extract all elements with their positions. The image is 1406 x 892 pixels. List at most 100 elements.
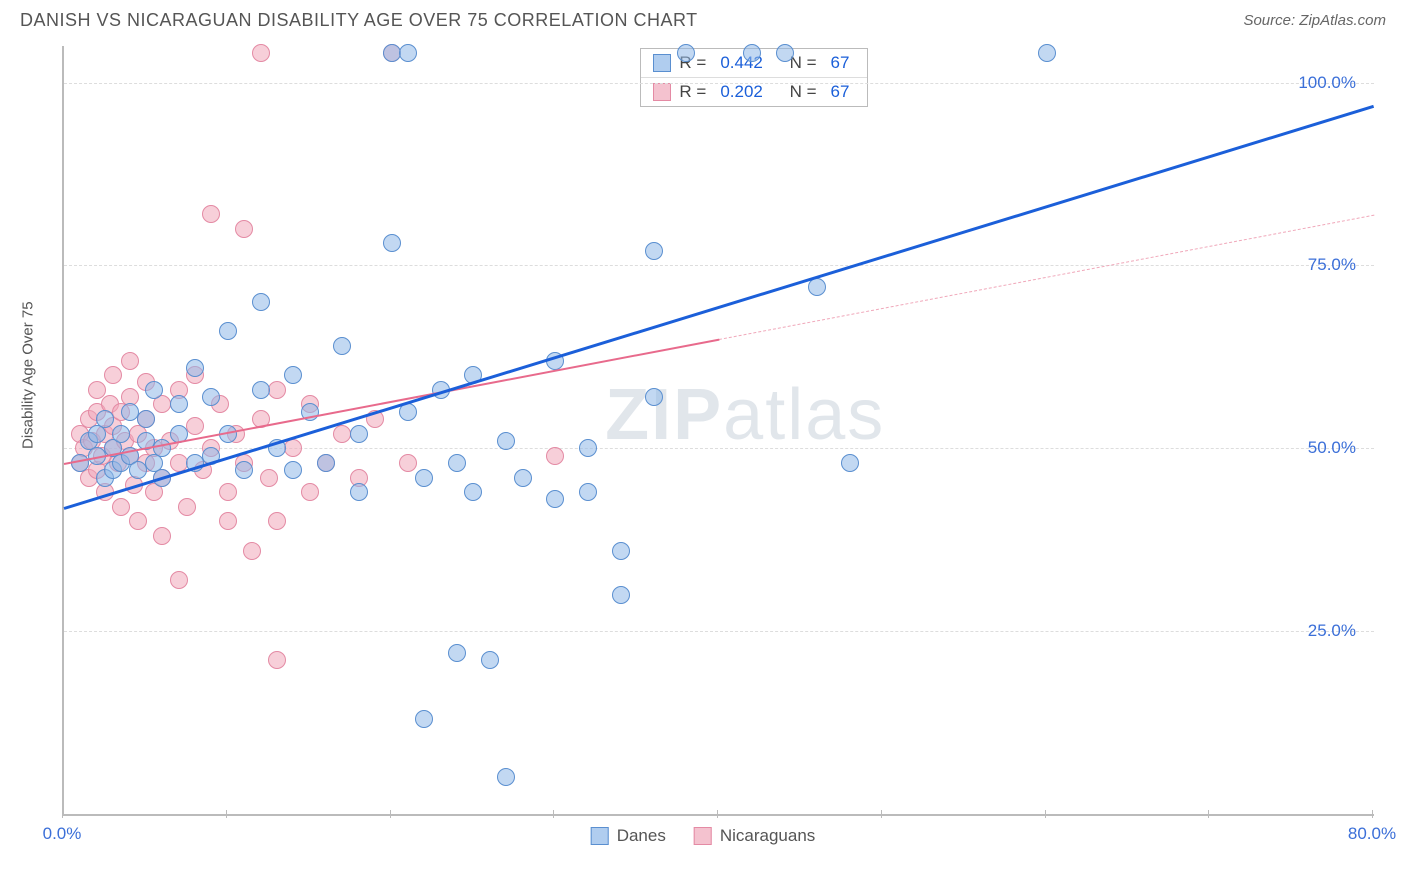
scatter-point	[235, 220, 253, 238]
x-tick-mark	[1372, 810, 1373, 818]
scatter-point	[399, 454, 417, 472]
watermark: ZIPatlas	[605, 374, 885, 456]
scatter-point	[88, 381, 106, 399]
scatter-point	[129, 512, 147, 530]
x-tick-mark	[1045, 810, 1046, 818]
scatter-point	[235, 461, 253, 479]
scatter-point	[186, 417, 204, 435]
scatter-point	[481, 651, 499, 669]
scatter-point	[301, 483, 319, 501]
scatter-point	[284, 366, 302, 384]
scatter-point	[497, 432, 515, 450]
x-tick-label: 0.0%	[43, 824, 82, 844]
scatter-point	[202, 388, 220, 406]
scatter-point	[464, 483, 482, 501]
x-tick-mark	[881, 810, 882, 818]
y-tick-label: 50.0%	[1308, 438, 1356, 458]
y-tick-label: 25.0%	[1308, 621, 1356, 641]
scatter-point	[497, 768, 515, 786]
scatter-point	[252, 293, 270, 311]
scatter-point	[546, 447, 564, 465]
scatter-point	[112, 498, 130, 516]
scatter-point	[546, 490, 564, 508]
legend-swatch-blue	[591, 827, 609, 845]
scatter-point	[153, 527, 171, 545]
x-tick-mark	[553, 810, 554, 818]
scatter-point	[383, 44, 401, 62]
scatter-point	[514, 469, 532, 487]
n-value-danes: 67	[831, 53, 850, 73]
scatter-point	[317, 454, 335, 472]
swatch-blue	[653, 54, 671, 72]
swatch-pink	[653, 83, 671, 101]
scatter-point	[350, 483, 368, 501]
scatter-point	[260, 469, 278, 487]
scatter-point	[219, 322, 237, 340]
x-tick-mark	[1208, 810, 1209, 818]
scatter-point	[170, 571, 188, 589]
scatter-point	[841, 454, 859, 472]
scatter-point	[645, 242, 663, 260]
scatter-point	[612, 586, 630, 604]
legend-item-danes: Danes	[591, 826, 666, 846]
scatter-point	[219, 512, 237, 530]
gridline	[64, 631, 1374, 632]
scatter-point	[808, 278, 826, 296]
scatter-point	[399, 44, 417, 62]
x-tick-mark	[226, 810, 227, 818]
scatter-point	[145, 381, 163, 399]
scatter-point	[96, 410, 114, 428]
scatter-point	[677, 44, 695, 62]
n-value-nicaraguans: 67	[831, 82, 850, 102]
scatter-point	[112, 425, 130, 443]
x-tick-mark	[717, 810, 718, 818]
scatter-point	[333, 337, 351, 355]
scatter-point	[645, 388, 663, 406]
scatter-point	[448, 454, 466, 472]
chart-title: DANISH VS NICARAGUAN DISABILITY AGE OVER…	[20, 10, 698, 31]
scatter-point	[178, 498, 196, 516]
x-tick-mark	[390, 810, 391, 818]
scatter-point	[448, 644, 466, 662]
scatter-point	[252, 44, 270, 62]
scatter-point	[415, 710, 433, 728]
scatter-point	[186, 359, 204, 377]
legend-item-nicaraguans: Nicaraguans	[694, 826, 815, 846]
scatter-point	[579, 483, 597, 501]
scatter-point	[268, 651, 286, 669]
scatter-point	[170, 395, 188, 413]
gridline	[64, 83, 1374, 84]
scatter-point	[579, 439, 597, 457]
x-tick-label: 80.0%	[1348, 824, 1396, 844]
scatter-point	[243, 542, 261, 560]
scatter-point	[104, 366, 122, 384]
scatter-point	[415, 469, 433, 487]
scatter-point	[219, 483, 237, 501]
plot-area: ZIPatlas R = 0.442 N = 67 R = 0.202 N = …	[62, 46, 1374, 816]
scatter-point	[350, 425, 368, 443]
y-axis-label: Disability Age Over 75	[20, 301, 37, 449]
scatter-point	[268, 381, 286, 399]
scatter-point	[612, 542, 630, 560]
scatter-point	[252, 381, 270, 399]
scatter-point	[1038, 44, 1056, 62]
y-tick-label: 100.0%	[1298, 73, 1356, 93]
x-tick-mark	[62, 810, 63, 818]
scatter-point	[383, 234, 401, 252]
legend: Danes Nicaraguans	[591, 826, 816, 846]
scatter-point	[284, 461, 302, 479]
scatter-point	[284, 439, 302, 457]
scatter-point	[333, 425, 351, 443]
legend-swatch-pink	[694, 827, 712, 845]
scatter-point	[129, 461, 147, 479]
scatter-point	[776, 44, 794, 62]
y-tick-label: 75.0%	[1308, 255, 1356, 275]
gridline	[64, 265, 1374, 266]
scatter-point	[743, 44, 761, 62]
scatter-point	[268, 512, 286, 530]
chart: Disability Age Over 75 ZIPatlas R = 0.44…	[20, 46, 1386, 852]
scatter-point	[121, 403, 139, 421]
r-value-nicaraguans: 0.202	[720, 82, 763, 102]
chart-source: Source: ZipAtlas.com	[1243, 12, 1386, 29]
scatter-point	[137, 410, 155, 428]
